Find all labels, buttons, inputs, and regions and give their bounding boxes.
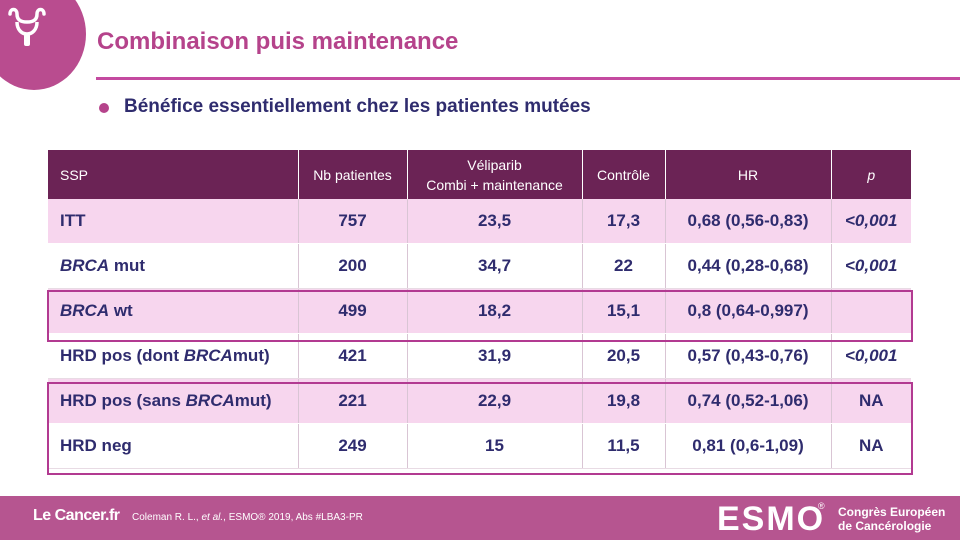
cell-p: NA: [831, 423, 911, 469]
cell-p: [831, 288, 911, 334]
header-p: p: [831, 150, 911, 199]
cell-veliparib: 34,7: [407, 243, 583, 289]
results-table: SSP Nb patientes Véliparib Combi + mainte…: [48, 150, 911, 469]
esmo-logo: ESMO: [717, 500, 826, 538]
cell-nb: 221: [298, 378, 408, 424]
bullet-text: Bénéfice essentiellement chez les patien…: [124, 96, 591, 117]
header-ssp: SSP: [48, 150, 299, 199]
cell-veliparib: 22,9: [407, 378, 583, 424]
table-row: HRD pos (sans BRCAmut) 221 22,9 19,8 0,7…: [48, 378, 911, 424]
row-label: BRCA mut: [48, 243, 299, 289]
cell-nb: 499: [298, 288, 408, 334]
table-row: HRD pos (dont BRCAmut) 421 31,9 20,5 0,5…: [48, 333, 911, 379]
row-label: HRD pos (dont BRCAmut): [48, 333, 299, 379]
cell-hr: 0,57 (0,43-0,76): [665, 333, 832, 379]
row-label: BRCA wt: [48, 288, 299, 334]
header-veliparib-line1: Véliparib: [467, 156, 522, 173]
table-row: BRCA wt 499 18,2 15,1 0,8 (0,64-0,997): [48, 288, 911, 334]
cell-controle: 11,5: [582, 423, 666, 469]
cell-p: <0,001: [831, 333, 911, 379]
row-label: HRD pos (sans BRCAmut): [48, 378, 299, 424]
title-divider: [96, 77, 960, 80]
row-label: HRD neg: [48, 423, 299, 469]
table-row: ITT 757 23,5 17,3 0,68 (0,56-0,83) <0,00…: [48, 199, 911, 244]
header-nb-patientes: Nb patientes: [298, 150, 408, 199]
cell-p: NA: [831, 378, 911, 424]
cell-veliparib: 31,9: [407, 333, 583, 379]
cell-controle: 17,3: [582, 199, 666, 244]
table-row: BRCA mut 200 34,7 22 0,44 (0,28-0,68) <0…: [48, 243, 911, 289]
cell-hr: 0,8 (0,64-0,997): [665, 288, 832, 334]
reference-text: Coleman R. L., et al., ESMO® 2019, Abs #…: [132, 512, 363, 523]
cell-nb: 249: [298, 423, 408, 469]
table-header-row: SSP Nb patientes Véliparib Combi + mainte…: [48, 150, 911, 199]
header-controle: Contrôle: [582, 150, 666, 199]
cell-veliparib: 18,2: [407, 288, 583, 334]
cell-hr: 0,81 (0,6-1,09): [665, 423, 832, 469]
cell-hr: 0,68 (0,56-0,83): [665, 199, 832, 244]
cell-nb: 421: [298, 333, 408, 379]
cell-hr: 0,74 (0,52-1,06): [665, 378, 832, 424]
header-hr: HR: [665, 150, 832, 199]
cell-hr: 0,44 (0,28-0,68): [665, 243, 832, 289]
cell-controle: 19,8: [582, 378, 666, 424]
lecancer-logo: Le Cancer.fr: [33, 507, 120, 524]
cell-nb: 200: [298, 243, 408, 289]
cell-veliparib: 15: [407, 423, 583, 469]
registered-mark: ®: [818, 501, 825, 511]
uterus-icon: [8, 7, 46, 46]
specialty-logo: [0, 0, 86, 90]
cell-controle: 15,1: [582, 288, 666, 334]
table-row: HRD neg 249 15 11,5 0,81 (0,6-1,09) NA: [48, 423, 911, 469]
header-veliparib-line2: Combi + maintenance: [426, 176, 563, 193]
header-veliparib: Véliparib Combi + maintenance: [407, 150, 583, 199]
cell-controle: 22: [582, 243, 666, 289]
slide-title: Combinaison puis maintenance: [97, 28, 459, 55]
row-label: ITT: [48, 199, 299, 244]
cell-p: <0,001: [831, 199, 911, 244]
congress-name: Congrès Européen de Cancérologie: [838, 505, 946, 533]
cell-controle: 20,5: [582, 333, 666, 379]
cell-nb: 757: [298, 199, 408, 244]
footer-bar: Le Cancer.fr Coleman R. L., et al., ESMO…: [0, 496, 960, 540]
bullet-dot: [99, 103, 109, 113]
cell-p: <0,001: [831, 243, 911, 289]
cell-veliparib: 23,5: [407, 199, 583, 244]
